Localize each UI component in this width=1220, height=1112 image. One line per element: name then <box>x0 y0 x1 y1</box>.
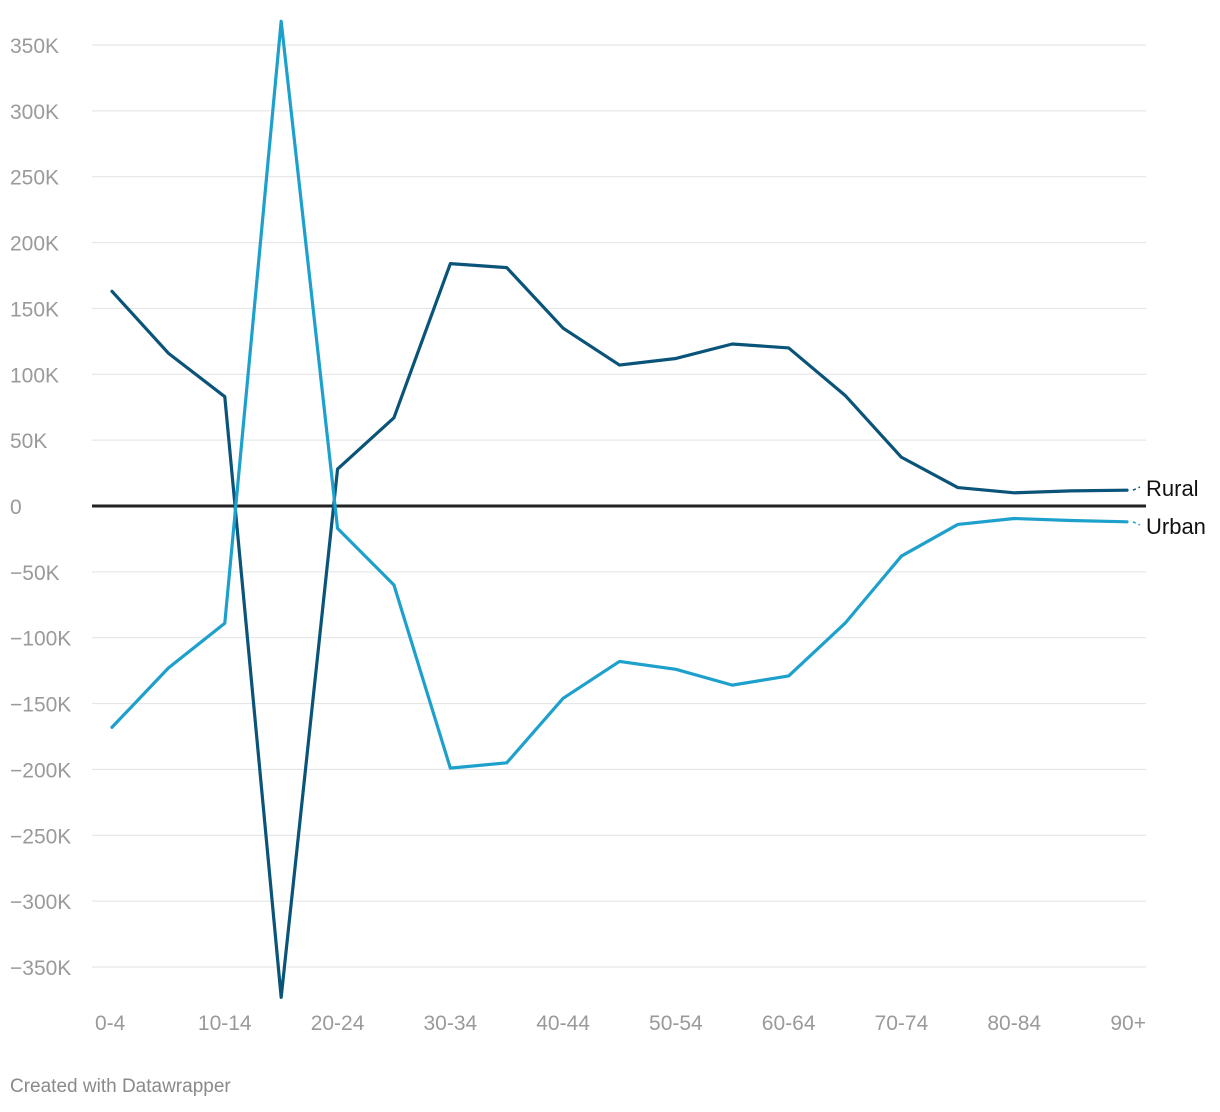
y-tick-label: −200K <box>10 759 71 782</box>
y-tick-label: −150K <box>10 694 71 717</box>
y-tick-label: 350K <box>10 35 59 58</box>
x-tick-label: 20-24 <box>311 1012 365 1035</box>
urban-point[interactable] <box>278 18 284 24</box>
rural-point[interactable] <box>617 362 623 368</box>
x-tick-label: 90+ <box>1110 1012 1146 1035</box>
y-tick-label: 150K <box>10 298 59 321</box>
rural-point[interactable] <box>109 288 115 294</box>
urban-point[interactable] <box>222 620 228 626</box>
x-tick-label: 60-64 <box>762 1012 816 1035</box>
urban-point[interactable] <box>391 582 397 588</box>
rural-point[interactable] <box>222 394 228 400</box>
rural-point[interactable] <box>898 454 904 460</box>
rural-point[interactable] <box>447 261 453 267</box>
rural-point[interactable] <box>335 466 341 472</box>
urban-point[interactable] <box>447 765 453 771</box>
urban-label-leader <box>1132 521 1141 526</box>
urban-series-line[interactable] <box>110 19 1129 770</box>
rural-point[interactable] <box>560 325 566 331</box>
urban-series-label: Urban <box>1146 514 1206 539</box>
urban-point[interactable] <box>673 666 679 672</box>
x-tick-label: 0-4 <box>95 1012 126 1035</box>
y-tick-label: 300K <box>10 101 59 124</box>
rural-point[interactable] <box>842 392 848 398</box>
rural-point[interactable] <box>786 345 792 351</box>
x-tick-label: 70-74 <box>875 1012 929 1035</box>
rural-point[interactable] <box>729 341 735 347</box>
line-chart: 350K 300K 250K 200K 150K 100K 50K 0 −50K −100K −15… <box>10 18 1206 1035</box>
rural-series-label: Rural <box>1146 476 1199 501</box>
urban-point[interactable] <box>335 525 341 531</box>
rural-point[interactable] <box>673 355 679 361</box>
rural-point[interactable] <box>504 265 510 271</box>
datawrapper-credit[interactable]: Created with Datawrapper <box>10 1076 231 1097</box>
rural-point[interactable] <box>1011 490 1017 496</box>
urban-point[interactable] <box>617 658 623 664</box>
urban-point[interactable] <box>504 760 510 766</box>
y-tick-label: −300K <box>10 891 71 914</box>
rural-point[interactable] <box>1068 488 1074 494</box>
rural-point[interactable] <box>391 415 397 421</box>
y-tick-label: 0 <box>10 496 22 519</box>
x-axis: 0-4 10-14 20-24 30-34 40-44 50-54 60-64 70-74 80… <box>95 1012 1146 1035</box>
x-tick-label: 10-14 <box>198 1012 252 1035</box>
urban-point[interactable] <box>955 521 961 527</box>
y-tick-label: 50K <box>10 430 47 453</box>
y-tick-label: 200K <box>10 233 59 256</box>
series-labels: Rural Urban <box>1132 476 1206 539</box>
urban-point[interactable] <box>729 682 735 688</box>
urban-point[interactable] <box>109 724 115 730</box>
rural-point[interactable] <box>278 994 284 1000</box>
rural-label-leader <box>1132 486 1141 491</box>
x-tick-label: 30-34 <box>423 1012 477 1035</box>
y-axis: 350K 300K 250K 200K 150K 100K 50K 0 −50K −100K −15… <box>10 35 71 980</box>
gridlines <box>92 44 1146 968</box>
y-tick-label: −100K <box>10 628 71 651</box>
urban-point[interactable] <box>560 695 566 701</box>
urban-point[interactable] <box>1068 517 1074 523</box>
rural-series-line[interactable] <box>110 262 1129 999</box>
x-tick-label: 80-84 <box>987 1012 1041 1035</box>
x-tick-label: 50-54 <box>649 1012 703 1035</box>
urban-point[interactable] <box>842 620 848 626</box>
urban-point[interactable] <box>1124 519 1130 525</box>
urban-point[interactable] <box>165 665 171 671</box>
y-tick-label: 250K <box>10 167 59 190</box>
y-tick-label: 100K <box>10 364 59 387</box>
urban-point[interactable] <box>898 553 904 559</box>
y-tick-label: −50K <box>10 562 60 585</box>
rural-point[interactable] <box>1124 487 1130 493</box>
rural-point[interactable] <box>165 350 171 356</box>
y-tick-label: −250K <box>10 825 71 848</box>
series-lines <box>109 18 1130 1000</box>
y-tick-label: −350K <box>10 957 71 980</box>
rural-point[interactable] <box>955 485 961 491</box>
x-tick-label: 40-44 <box>536 1012 590 1035</box>
urban-point[interactable] <box>1011 516 1017 522</box>
urban-point[interactable] <box>786 673 792 679</box>
